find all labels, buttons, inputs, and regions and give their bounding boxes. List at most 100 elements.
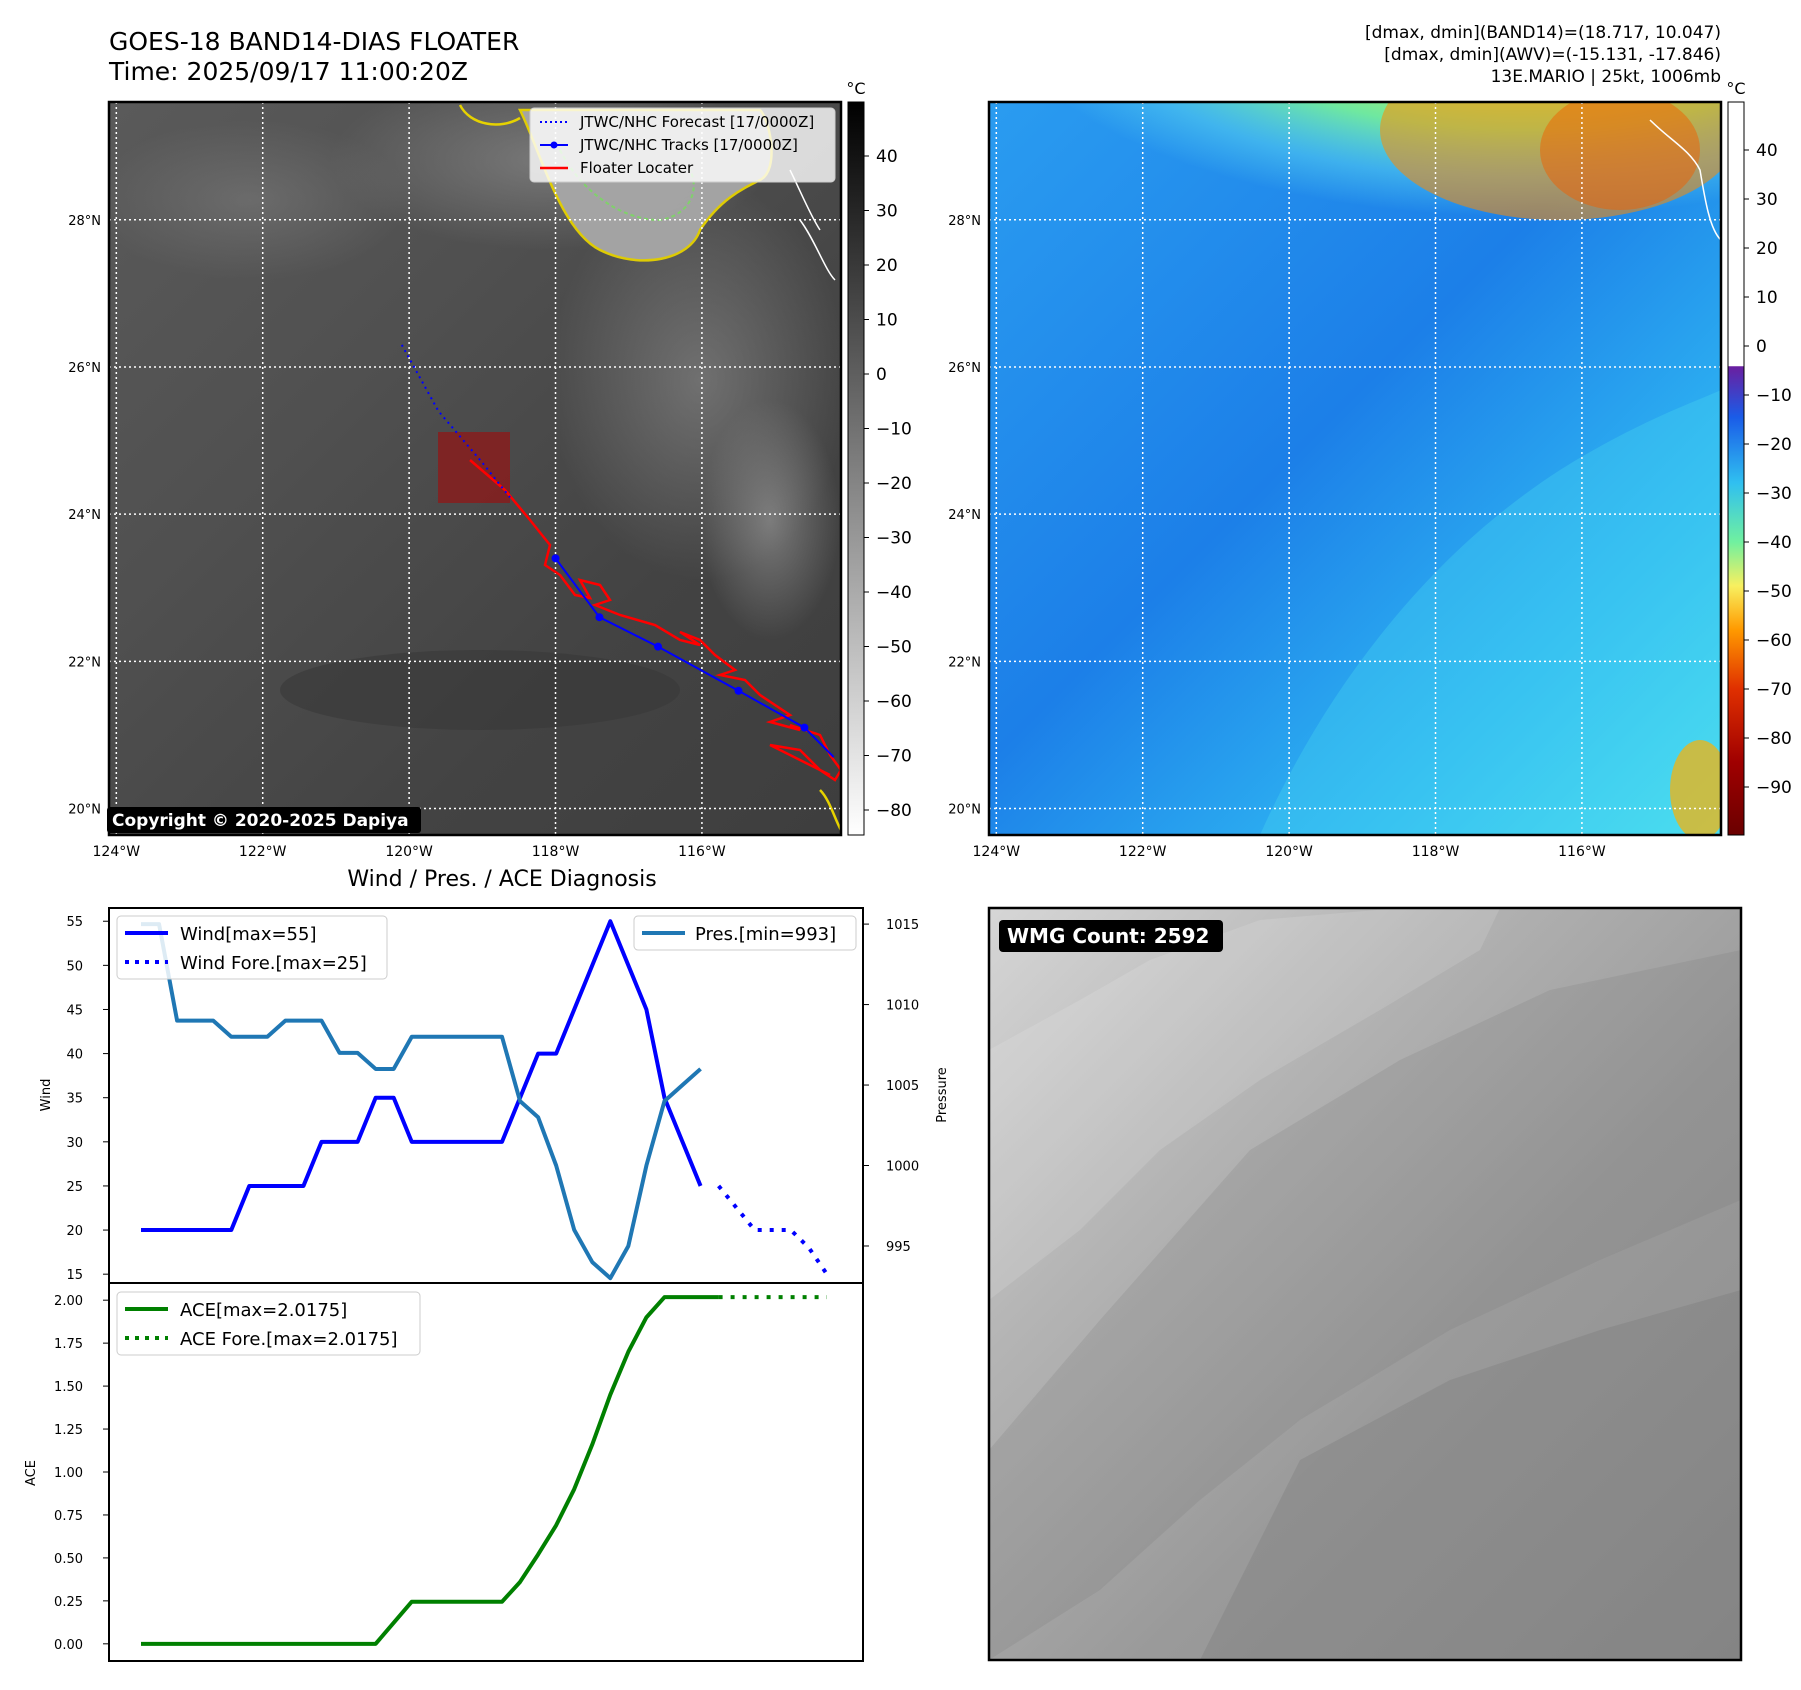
lon-tick-label: 120°W bbox=[1265, 844, 1313, 860]
wind-tick-label: 20 bbox=[66, 1224, 83, 1239]
wind-tick-label: 35 bbox=[66, 1092, 83, 1107]
ace-tick-label: 0.25 bbox=[54, 1595, 83, 1610]
copyright-text: Copyright © 2020-2025 Dapiya bbox=[112, 811, 409, 831]
ace-tick-label: 0.00 bbox=[54, 1638, 83, 1653]
colorbar-tick-label: 10 bbox=[876, 311, 898, 331]
colorbar-tick-label: −20 bbox=[1756, 435, 1792, 455]
lon-tick-label: 122°W bbox=[239, 844, 287, 860]
ace-tick-label: 1.50 bbox=[54, 1380, 83, 1395]
chart-title: Wind / Pres. / ACE Diagnosis bbox=[347, 867, 656, 892]
lon-tick-label: 124°W bbox=[93, 844, 141, 860]
track-point bbox=[654, 642, 662, 651]
wv-colorbar-unit: °C bbox=[1726, 79, 1745, 98]
colorbar-tick-label: 20 bbox=[1756, 239, 1778, 259]
awv-range: [dmax, dmin](AWV)=(-15.131, -17.846) bbox=[1384, 45, 1721, 65]
figure-title: GOES-18 BAND14-DIAS FLOATER bbox=[109, 27, 519, 56]
lat-tick-label: 20°N bbox=[948, 803, 981, 818]
lat-tick-label: 24°N bbox=[948, 508, 981, 523]
track-point bbox=[800, 723, 809, 732]
legend-ace-label: ACE[max=2.0175] bbox=[180, 1300, 347, 1321]
wv-panel: 28°N 26°N 24°N 22°N 20°N 124°W 122°W 120°W 118°… bbox=[948, 79, 1792, 860]
legend-forecast-label: JTWC/NHC Forecast [17/0000Z] bbox=[579, 113, 814, 131]
pressure-tick-label: 1010 bbox=[886, 999, 919, 1014]
wind-tick-label: 25 bbox=[66, 1180, 83, 1195]
lat-tick-label: 24°N bbox=[68, 508, 101, 523]
ace-tick-label: 1.75 bbox=[54, 1337, 83, 1352]
ir-gridlines bbox=[109, 102, 841, 835]
ir-colorbar-unit: °C bbox=[846, 79, 865, 98]
colorbar-tick-label: −80 bbox=[876, 801, 912, 821]
colorbar-tick-label: 40 bbox=[876, 147, 898, 167]
ace-tick-label: 0.50 bbox=[54, 1552, 83, 1567]
legend-ace-fore-label: ACE Fore.[max=2.0175] bbox=[180, 1329, 398, 1350]
ir-legend: JTWC/NHC Forecast [17/0000Z] JTWC/NHC Tr… bbox=[529, 107, 836, 183]
ir-frame bbox=[107, 100, 843, 837]
lat-tick-label: 22°N bbox=[68, 655, 101, 670]
diagnosis-chart: Wind / Pres. / ACE Diagnosis Wind Pressu… bbox=[24, 867, 950, 1662]
ir-imagery bbox=[109, 102, 841, 831]
ace-y-ticks: 0.00 0.25 0.50 0.75 1.00 1.25 1.50 1.75 2.00 bbox=[54, 1294, 109, 1653]
storm-info: 13E.MARIO | 25kt, 1006mb bbox=[1491, 67, 1721, 87]
wv-colorbar-ticks: 40 30 20 10 0 −10 −20 −30 −40 −50 −60 −70 −80 −90 bbox=[1744, 141, 1792, 798]
wind-tick-label: 50 bbox=[66, 959, 83, 974]
ace-series-line bbox=[141, 1295, 719, 1646]
lat-tick-label: 28°N bbox=[68, 214, 101, 229]
colorbar-tick-label: 0 bbox=[1756, 337, 1767, 357]
wind-axis-label: Wind bbox=[39, 1079, 54, 1112]
pressure-y-ticks: 995 1000 1005 1010 1015 bbox=[863, 918, 919, 1255]
lat-tick-label: 22°N bbox=[948, 655, 981, 670]
ir-colorbar bbox=[847, 101, 865, 836]
ace-tick-label: 2.00 bbox=[54, 1294, 83, 1309]
copyright-box bbox=[107, 807, 421, 833]
floater-box bbox=[438, 432, 510, 503]
colorbar-tick-label: −50 bbox=[876, 638, 912, 658]
lon-tick-label: 118°W bbox=[1412, 844, 1460, 860]
pressure-tick-label: 995 bbox=[886, 1240, 911, 1255]
legend-track-marker bbox=[550, 141, 558, 149]
wind-legend: Wind[max=55] Wind Fore.[max=25] bbox=[116, 915, 388, 980]
colorbar-tick-label: −50 bbox=[1756, 582, 1792, 602]
lat-tick-label: 28°N bbox=[948, 214, 981, 229]
wmg-texture bbox=[989, 908, 1741, 1660]
wmg-frame bbox=[987, 906, 1743, 1662]
colorbar-tick-label: −70 bbox=[1756, 680, 1792, 700]
forecast-line bbox=[400, 344, 513, 501]
ace-tick-label: 1.25 bbox=[54, 1423, 83, 1438]
wind-tick-label: 45 bbox=[66, 1003, 83, 1018]
wv-lat-labels: 28°N 26°N 24°N 22°N 20°N bbox=[948, 214, 981, 818]
ir-lon-labels: 124°W 122°W 120°W 118°W 116°W bbox=[93, 844, 726, 860]
ace-legend: ACE[max=2.0175] ACE Fore.[max=2.0175] bbox=[116, 1291, 421, 1356]
lon-tick-label: 116°W bbox=[1558, 844, 1606, 860]
wind-pres-series bbox=[141, 919, 829, 1281]
colorbar-tick-label: −80 bbox=[1756, 729, 1792, 749]
colorbar-tick-label: −60 bbox=[876, 692, 912, 712]
colorbar-tick-label: −40 bbox=[876, 583, 912, 603]
ir-lat-labels: 28°N 26°N 24°N 22°N 20°N bbox=[68, 214, 101, 818]
wind-tick-label: 55 bbox=[66, 915, 83, 930]
series-line bbox=[717, 1184, 829, 1276]
wv-imagery bbox=[1020, 102, 1721, 835]
pressure-tick-label: 1015 bbox=[886, 918, 919, 933]
colorbar-tick-label: 10 bbox=[1756, 288, 1778, 308]
wind-tick-label: 40 bbox=[66, 1048, 83, 1063]
wind-tick-label: 30 bbox=[66, 1136, 83, 1151]
legend-tracks-label: JTWC/NHC Tracks [17/0000Z] bbox=[579, 136, 798, 154]
colorbar-tick-label: −60 bbox=[1756, 631, 1792, 651]
track-point bbox=[551, 554, 560, 563]
ace-series bbox=[141, 1295, 827, 1646]
lat-tick-label: 26°N bbox=[68, 361, 101, 376]
colorbar-tick-label: −40 bbox=[1756, 533, 1792, 553]
series-line bbox=[141, 919, 703, 1233]
wind-y-ticks: 15 20 25 30 35 40 45 50 55 bbox=[66, 915, 109, 1283]
series-line bbox=[141, 922, 702, 1281]
track-point bbox=[734, 686, 743, 695]
colorbar-tick-label: 30 bbox=[876, 202, 898, 222]
band14-range: [dmax, dmin](BAND14)=(18.717, 10.047) bbox=[1365, 23, 1721, 43]
observed-track bbox=[551, 554, 835, 758]
wv-gridlines bbox=[989, 102, 1721, 835]
wv-frame bbox=[987, 100, 1723, 837]
lon-tick-label: 120°W bbox=[385, 844, 433, 860]
legend-locater-label: Floater Locater bbox=[580, 159, 694, 177]
wmg-count-badge bbox=[999, 920, 1223, 952]
